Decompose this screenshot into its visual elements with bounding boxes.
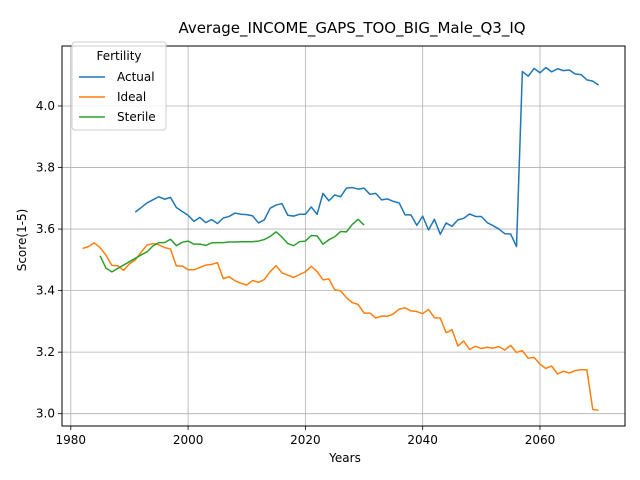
y-tick-label: 4.0 (36, 99, 55, 113)
series-line-actual (134, 66, 600, 248)
legend-label-ideal: Ideal (117, 90, 146, 104)
y-tick-label: 3.8 (36, 161, 55, 175)
legend: Fertility Actual Ideal Sterile (71, 41, 167, 131)
x-tick-label: 2060 (525, 433, 556, 447)
legend-items: Actual Ideal Sterile (79, 70, 156, 124)
y-tick-label: 3.6 (36, 222, 55, 236)
plot-frame (61, 45, 626, 427)
plot-area: 1980 2000 2020 2040 2060 3.0 3.2 3.4 3.6 3.8 4.0 (36, 45, 626, 447)
tick-layer: 1980 2000 2020 2040 2060 3.0 3.2 3.4 3.6 3.8 4.0 (36, 99, 555, 447)
x-tick-label: 1980 (56, 433, 87, 447)
grid (62, 46, 625, 426)
legend-label-actual: Actual (117, 70, 155, 84)
y-axis-label: Score(1-5) (15, 209, 29, 272)
series-line-ideal (82, 242, 599, 412)
series-line-sterile (99, 218, 365, 273)
legend-title: Fertility (96, 49, 141, 63)
x-axis-label: Years (328, 451, 361, 465)
x-tick-label: 2040 (407, 433, 438, 447)
y-tick-label: 3.0 (36, 407, 55, 421)
chart-title: Average_INCOME_GAPS_TOO_BIG_Male_Q3_IQ (178, 19, 525, 38)
x-tick-label: 2020 (290, 433, 321, 447)
y-tick-label: 3.2 (36, 345, 55, 359)
legend-box (71, 41, 167, 131)
legend-label-sterile: Sterile (117, 110, 156, 124)
x-tick-label: 2000 (173, 433, 204, 447)
series-layer (82, 66, 600, 412)
y-tick-label: 3.4 (36, 284, 55, 298)
